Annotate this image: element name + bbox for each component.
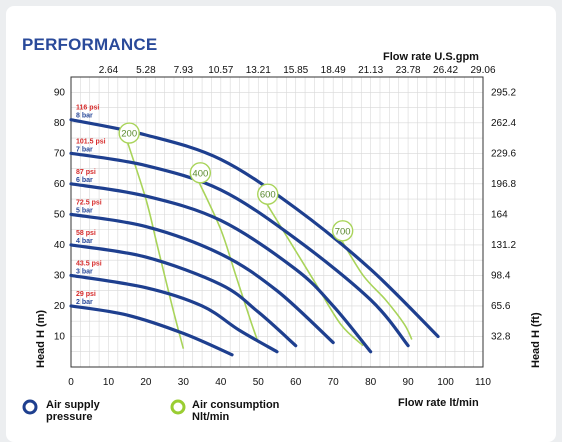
psi-label: 58 psi [76,230,96,237]
x-tick-label: 0 [68,377,74,388]
x-tick-label: 80 [365,377,377,388]
x2-tick-label: 7.93 [174,65,194,76]
air-supply-legend-icon [22,399,38,415]
pressure-curve [69,243,298,348]
x-tick-label: 20 [140,377,152,388]
grid-lines [71,77,483,367]
y2-tick-label: 229.6 [491,148,516,159]
bar-label: 3 bar [76,268,93,275]
x-tick-label: 100 [437,377,454,388]
bar-label: 8 bar [76,113,93,120]
legend-air-consumption: Air consumption Nlt/min [192,399,279,423]
psi-label: 43.5 psi [76,260,102,267]
x2-tick-label: 23.78 [396,65,421,76]
x2-tick-label: 18.49 [321,65,346,76]
air-label-circle [189,162,212,184]
bar-label: 5 bar [76,207,93,214]
y-tick-label: 70 [54,148,66,159]
pressure-curve [69,212,335,345]
air-label-circle [118,122,140,144]
air-curve-200 [126,140,185,349]
bar-label: 6 bar [76,177,93,184]
pressure-curve [69,182,373,354]
x-tick-label: 40 [215,377,227,388]
x2-tick-label: 10.57 [208,65,233,76]
y2-tick-label: 32.8 [491,331,511,342]
air-curve-400 [197,180,260,343]
x2-tick-label: 13.21 [246,65,271,76]
legend-air-supply-line1: Air supply [46,399,100,411]
x2-tick-label: 15.85 [283,65,308,76]
pressure-curve [69,304,234,357]
air-label-circle [331,220,354,242]
y2-tick-label: 295.2 [491,87,516,98]
x2-axis-title: Flow rate U.S.gpm [383,51,479,63]
y-tick-label: 80 [54,118,66,129]
y-tick-label: 40 [54,240,66,251]
y-tick-label: 30 [54,270,66,281]
x-axis-title: Flow rate lt/min [398,397,479,409]
x-tick-label: 60 [290,377,302,388]
x-tick-label: 30 [178,377,190,388]
x2-tick-label: 5.28 [136,65,156,76]
y-tick-label: 10 [54,331,66,342]
air-consumption-labels: 200 400 600 700 [118,122,354,242]
air-label-text: 400 [192,168,208,179]
x2-tick-label: 29.06 [470,65,495,76]
legend-air-consumption-line2: Nlt/min [192,411,230,423]
x2-tick-label: 21.13 [358,65,383,76]
axis-ticks: 0 10 20 30 40 50 60 70 80 90 100 110 2.64 5.28 7.93 10.… [54,65,517,388]
legend-air-supply: Air supply pressure [46,399,100,423]
bar-label: 2 bar [76,299,93,306]
air-consumption-legend-icon [170,399,186,415]
air-label-circle [257,183,279,205]
page-title: PERFORMANCE [22,35,158,54]
x2-tick-label: 26.42 [433,65,458,76]
y2-tick-label: 164 [491,209,508,220]
y2-tick-label: 131.2 [491,240,516,251]
air-label-text: 700 [335,226,351,237]
y2-tick-label: 196.8 [491,179,516,190]
y-tick-label: 90 [54,87,66,98]
bar-label: 7 bar [76,146,93,153]
legend-air-consumption-line1: Air consumption [192,399,280,411]
plot-frame [70,76,484,368]
psi-label: 72.5 psi [76,199,102,206]
x-tick-label: 50 [253,377,265,388]
x-tick-label: 110 [475,377,491,388]
psi-label: 29 psi [76,291,96,298]
x-tick-label: 10 [103,377,115,388]
y2-tick-label: 65.6 [491,301,511,312]
psi-label: 87 psi [76,169,96,176]
y2-tick-label: 98.4 [491,270,511,281]
x-tick-label: 70 [328,377,340,388]
psi-label: 101.5 psi [76,138,106,145]
y-tick-label: 20 [54,301,66,312]
y2-tick-label: 262.4 [491,118,516,129]
bar-label: 4 bar [76,238,93,245]
x-tick-label: 90 [403,377,415,388]
pressure-curve [69,151,410,348]
y-tick-label: 60 [54,179,66,190]
x2-tick-label: 2.64 [99,65,119,76]
air-label-text: 200 [121,129,137,140]
pressure-curve [69,273,279,354]
air-label-text: 600 [260,190,276,201]
y2-axis-title: Head H (ft) [530,312,542,368]
y-axis-title: Head H (m) [35,310,47,368]
psi-label: 116 psi [76,105,99,112]
y-tick-label: 50 [54,209,66,220]
air-curve-700 [339,238,413,340]
legend-air-supply-line2: pressure [46,411,93,423]
